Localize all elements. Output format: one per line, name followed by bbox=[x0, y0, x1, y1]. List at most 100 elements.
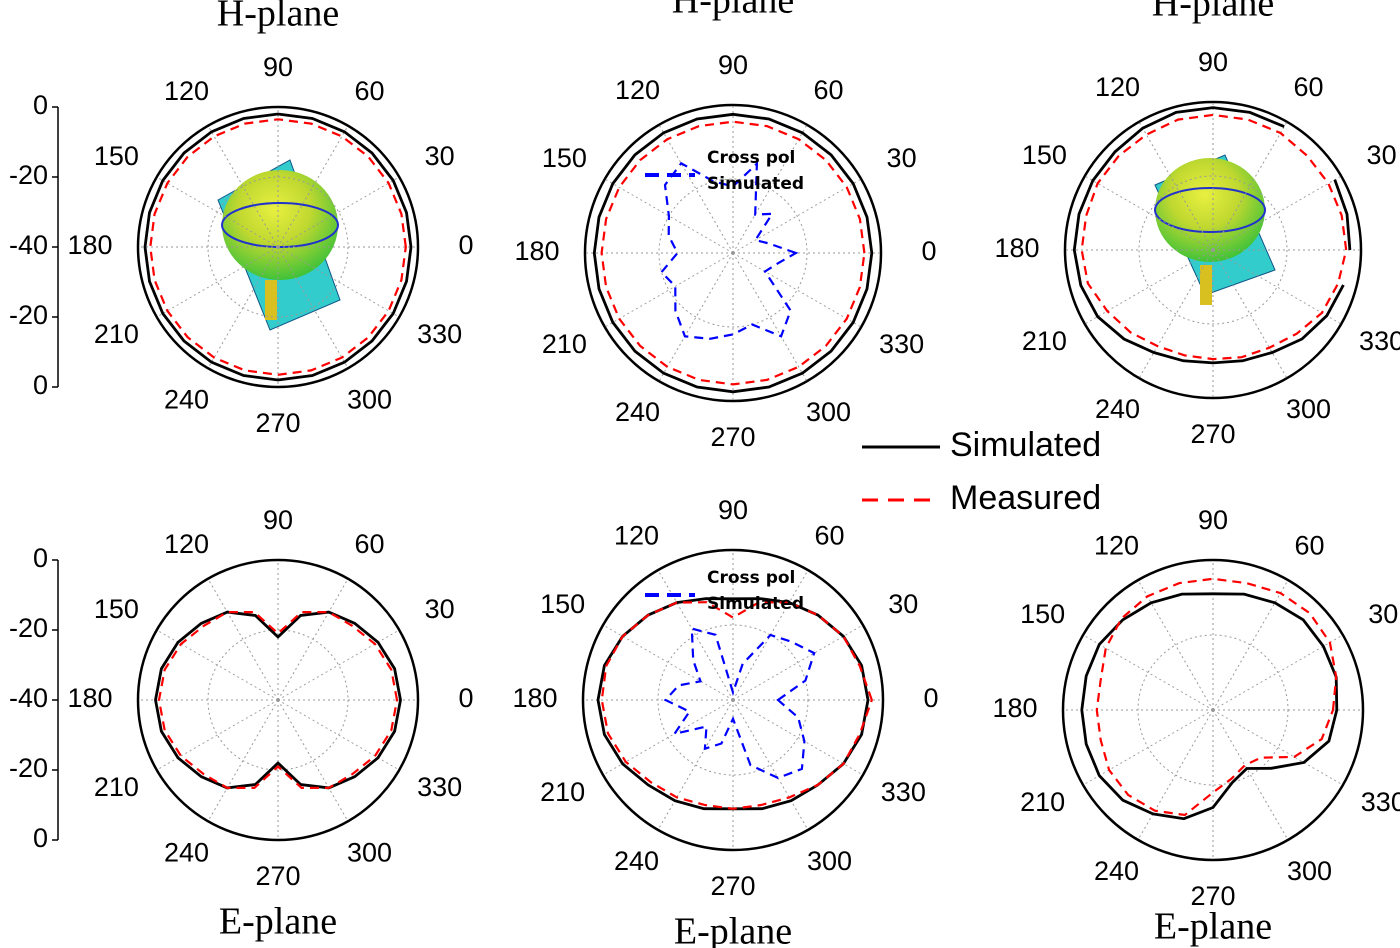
grid-spoke bbox=[602, 699, 734, 776]
grid-spoke bbox=[207, 125, 279, 248]
grid-spoke bbox=[207, 578, 279, 701]
grid-spoke bbox=[277, 176, 400, 248]
frame-circle bbox=[136, 105, 420, 389]
grid-spoke bbox=[1082, 634, 1214, 711]
angle-tick-label: 180 bbox=[67, 683, 112, 713]
chart-title: H-plane bbox=[217, 0, 339, 35]
series-line: Simulated bbox=[1080, 592, 1339, 821]
grid-spoke bbox=[1212, 579, 1289, 711]
frame-circle bbox=[1063, 100, 1363, 400]
angle-tick-label: 90 bbox=[263, 505, 293, 535]
grid-spoke bbox=[277, 629, 400, 701]
frame-circle bbox=[136, 558, 420, 842]
grid-spoke bbox=[207, 699, 279, 822]
angle-tick-label: 210 bbox=[1020, 787, 1065, 817]
angle-tick-label: 330 bbox=[879, 329, 924, 359]
angle-tick-label: 270 bbox=[1190, 881, 1235, 911]
grid-spoke bbox=[207, 246, 279, 369]
radial-tick-label: -20 bbox=[9, 613, 48, 643]
angle-tick-label: 180 bbox=[994, 233, 1039, 263]
angle-tick-label: 300 bbox=[347, 837, 392, 867]
angle-tick-label: 0 bbox=[458, 230, 473, 260]
chart-title: H-plane bbox=[1152, 0, 1274, 25]
grid-spoke bbox=[657, 569, 734, 701]
radial-tick-label: 0 bbox=[33, 823, 48, 853]
antenna-render bbox=[217, 159, 341, 331]
grid-spoke bbox=[1212, 709, 1344, 786]
angle-tick-label: 120 bbox=[615, 75, 660, 105]
angle-tick-label: 120 bbox=[1094, 530, 1139, 560]
grid-spoke bbox=[1212, 634, 1344, 711]
angle-tick-label: 270 bbox=[710, 422, 755, 452]
angle-tick-label: 270 bbox=[255, 861, 300, 891]
grid-spoke bbox=[156, 246, 279, 318]
grid-spoke bbox=[1137, 709, 1214, 841]
grid-spoke bbox=[277, 125, 349, 248]
angle-tick-label: 120 bbox=[1095, 72, 1140, 102]
grid-spoke bbox=[156, 176, 279, 248]
angle-tick-label: 180 bbox=[67, 230, 112, 260]
radial-tick-label: -40 bbox=[9, 230, 48, 260]
angle-tick-label: 0 bbox=[458, 683, 473, 713]
frame-circle bbox=[583, 103, 883, 403]
angle-tick-label: 30 bbox=[888, 589, 918, 619]
angle-tick-label: 180 bbox=[514, 236, 559, 266]
angle-tick-label: 150 bbox=[94, 141, 139, 171]
angle-tick-label: 30 bbox=[1368, 599, 1398, 629]
radial-tick-label: 0 bbox=[33, 90, 48, 120]
frame-circle bbox=[1061, 558, 1365, 862]
series-line: Measured bbox=[1080, 113, 1348, 361]
angle-tick-label: 150 bbox=[540, 589, 585, 619]
angle-tick-label: 270 bbox=[255, 408, 300, 438]
legend: Simulated Measured bbox=[862, 426, 1101, 517]
grid-spoke bbox=[657, 699, 734, 831]
grid-spoke bbox=[277, 246, 400, 318]
grid-spoke bbox=[277, 246, 349, 369]
legend-label: Cross pol Simulated bbox=[707, 568, 805, 614]
angle-tick-label: 300 bbox=[347, 384, 392, 414]
radial-tick-label: -40 bbox=[9, 683, 48, 713]
angle-tick-label: 330 bbox=[881, 777, 926, 807]
angle-tick-label: 210 bbox=[540, 777, 585, 807]
grid-spoke bbox=[156, 629, 279, 701]
grid-spoke bbox=[732, 699, 809, 831]
angle-tick-label: 330 bbox=[417, 772, 462, 802]
series-line: Measured bbox=[1095, 577, 1338, 817]
angle-tick-label: 180 bbox=[992, 693, 1037, 723]
grid-spoke bbox=[732, 252, 862, 328]
series-line: Simulated bbox=[1072, 106, 1352, 365]
angle-tick-label: 0 bbox=[923, 683, 938, 713]
angle-tick-label: 240 bbox=[1094, 856, 1139, 886]
angle-tick-label: 270 bbox=[710, 871, 755, 901]
angle-tick-label: 300 bbox=[807, 846, 852, 876]
grid-spoke bbox=[732, 252, 808, 382]
grid-spoke bbox=[277, 699, 349, 822]
angle-tick-label: 30 bbox=[425, 594, 455, 624]
angle-tick-label: 210 bbox=[94, 772, 139, 802]
radial-tick-label: -20 bbox=[9, 300, 48, 330]
angle-tick-label: 60 bbox=[1293, 72, 1323, 102]
angle-tick-label: 60 bbox=[354, 76, 384, 106]
angle-tick-label: 240 bbox=[164, 837, 209, 867]
grid-spoke bbox=[658, 252, 734, 382]
angle-tick-label: 150 bbox=[1022, 140, 1067, 170]
grid-spoke bbox=[1137, 579, 1214, 711]
angle-tick-label: 330 bbox=[1361, 787, 1400, 817]
angle-tick-label: 240 bbox=[1095, 394, 1140, 424]
angle-tick-label: 60 bbox=[1294, 530, 1324, 560]
angle-tick-label: 30 bbox=[425, 141, 455, 171]
angle-tick-label: 300 bbox=[1287, 856, 1332, 886]
angle-tick-label: 300 bbox=[1286, 394, 1331, 424]
grid-spoke bbox=[602, 624, 734, 701]
grid-spoke bbox=[604, 252, 734, 328]
angle-tick-label: 330 bbox=[417, 319, 462, 349]
radial-tick-label: -20 bbox=[9, 160, 48, 190]
angle-tick-label: 240 bbox=[615, 397, 660, 427]
angle-tick-label: 30 bbox=[887, 143, 917, 173]
antenna-render bbox=[1154, 154, 1276, 305]
grid-spoke bbox=[732, 624, 864, 701]
angle-tick-label: 90 bbox=[263, 52, 293, 82]
series-line bbox=[660, 161, 799, 340]
